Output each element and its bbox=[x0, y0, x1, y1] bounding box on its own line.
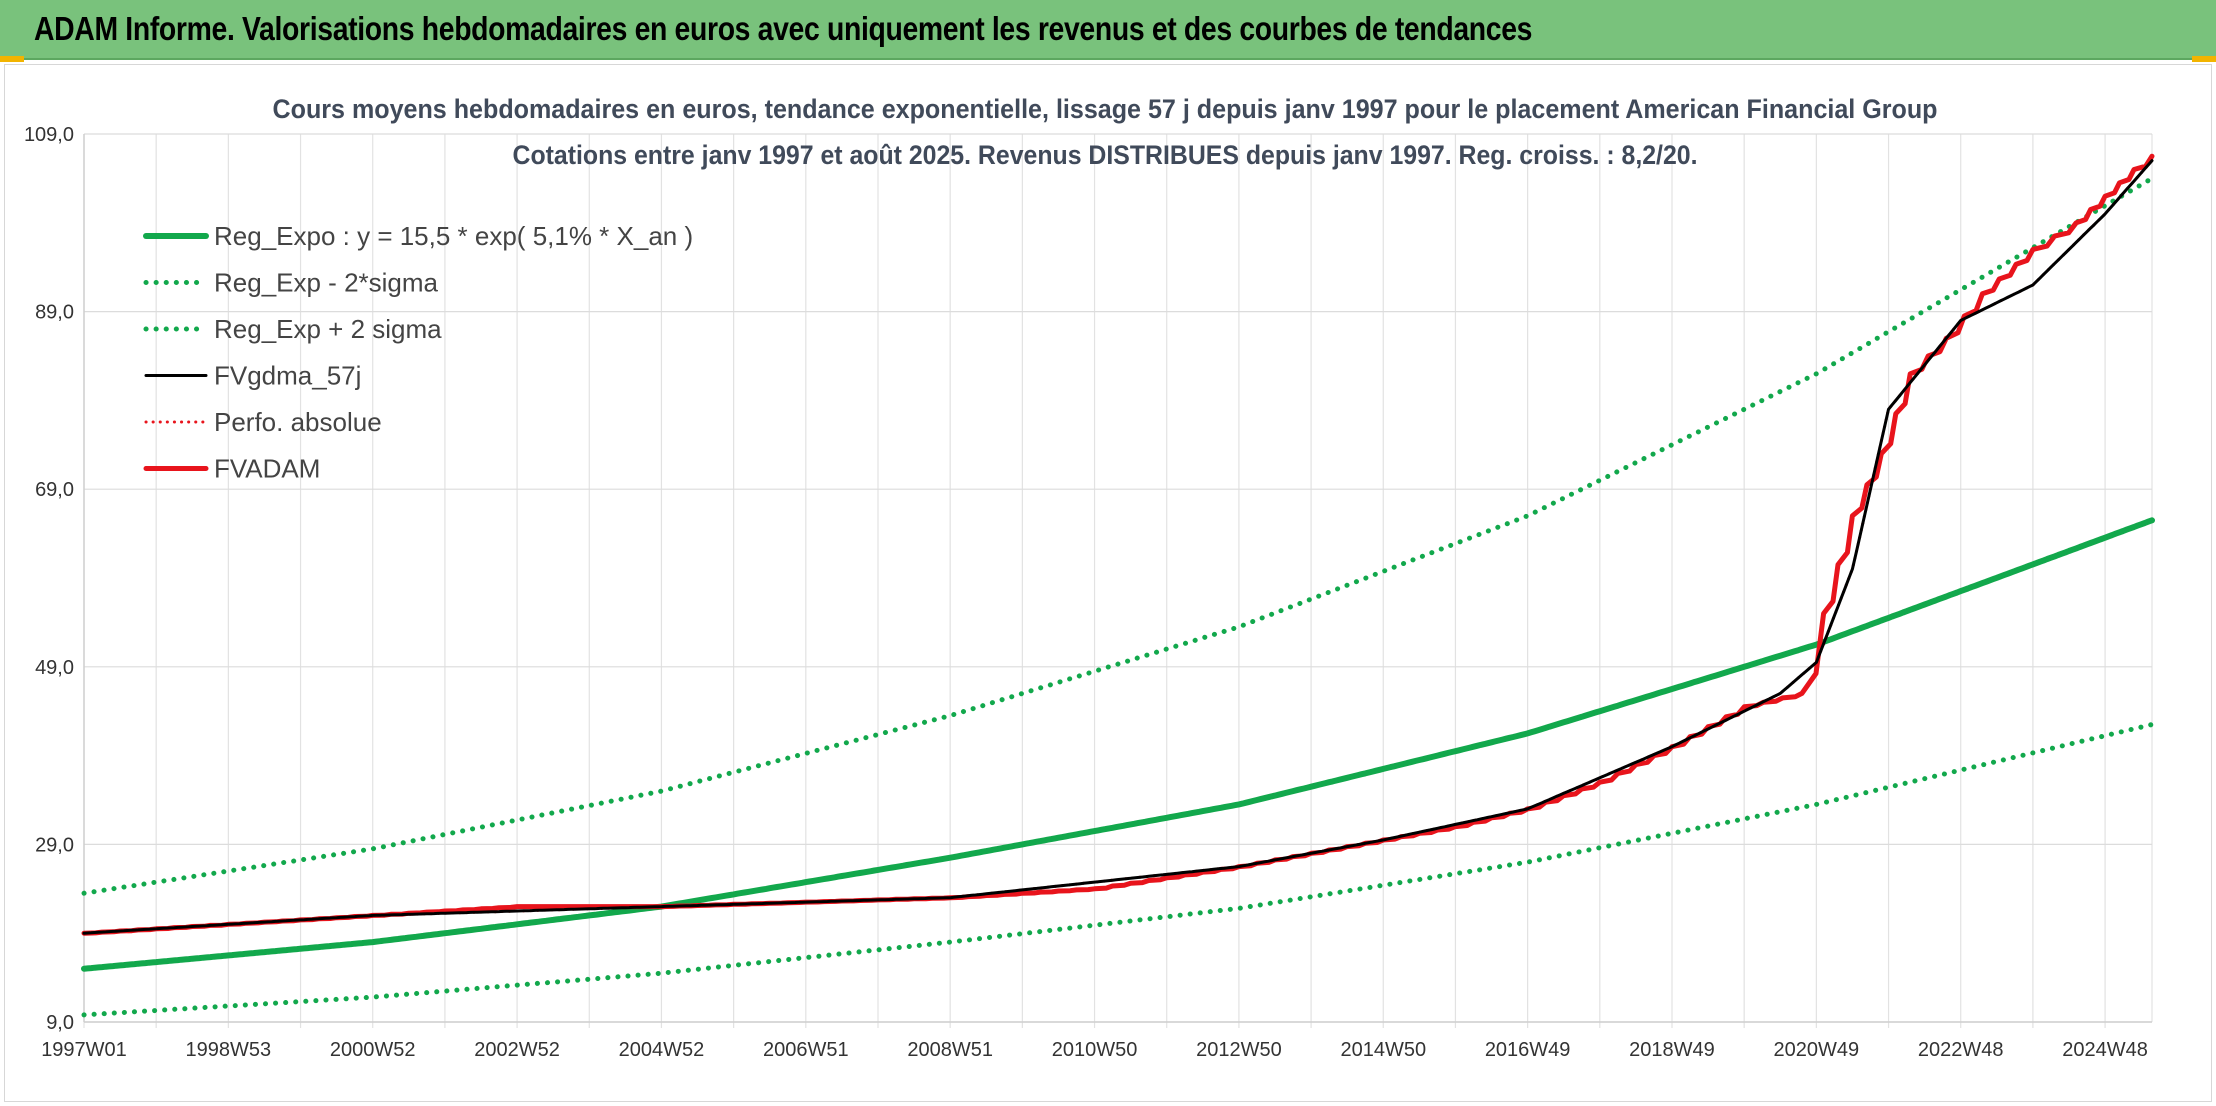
page-title: ADAM Informe. Valorisations hebdomadaire… bbox=[34, 10, 1533, 47]
series-reg-exp-plus-2sigma bbox=[81, 175, 2155, 896]
chart-legend: Reg_Expo : y = 15,5 * exp( 5,1% * X_an )… bbox=[143, 221, 693, 484]
y-tick-label: 69,0 bbox=[35, 479, 74, 501]
x-tick-label: 2012W50 bbox=[1196, 1039, 1282, 1061]
x-tick-label: 2004W52 bbox=[619, 1039, 705, 1061]
x-tick-label: 2000W52 bbox=[330, 1039, 416, 1061]
series-reg-exp-minus-2sigma bbox=[81, 722, 2155, 1018]
x-tick-label: 2024W48 bbox=[2062, 1039, 2148, 1061]
corner-accent-left bbox=[0, 56, 24, 62]
x-tick-label: 2020W49 bbox=[1774, 1039, 1860, 1061]
x-tick-label: 1997W01 bbox=[41, 1039, 127, 1061]
legend-label: FVgdma_57j bbox=[214, 361, 361, 391]
legend-label: FVADAM bbox=[214, 454, 320, 484]
y-tick-label: 9,0 bbox=[46, 1012, 74, 1034]
chart-frame bbox=[4, 64, 2212, 1102]
legend-label: Reg_Exp + 2 sigma bbox=[214, 314, 442, 344]
y-axis-labels: 9,0 29,0 49,0 69,0 89,0 109,0 bbox=[24, 124, 74, 1034]
y-tick-label: 49,0 bbox=[35, 657, 74, 679]
y-tick-label: 109,0 bbox=[24, 124, 74, 146]
x-tick-label: 1998W53 bbox=[186, 1039, 272, 1061]
legend-label: Reg_Expo : y = 15,5 * exp( 5,1% * X_an ) bbox=[214, 221, 693, 251]
series-layer bbox=[81, 153, 2155, 1018]
x-axis-labels: 1997W01 1998W53 2000W52 2002W52 2004W52 2006W… bbox=[41, 1039, 2148, 1061]
series-fvgdma-57j bbox=[82, 159, 2154, 935]
legend-label: Reg_Exp - 2*sigma bbox=[214, 268, 439, 298]
y-tick-label: 29,0 bbox=[35, 834, 74, 856]
x-tick-label: 2006W51 bbox=[763, 1039, 849, 1061]
x-tick-label: 2016W49 bbox=[1485, 1039, 1571, 1061]
series-reg-expo bbox=[81, 517, 2155, 972]
y-tick-label: 89,0 bbox=[35, 302, 74, 324]
series-fvadam bbox=[81, 153, 2155, 936]
chart-title-line-2: Cotations entre janv 1997 et août 2025. … bbox=[513, 140, 1698, 170]
corner-accent-right bbox=[2192, 56, 2216, 62]
chart-grid bbox=[83, 133, 2153, 1028]
x-tick-label: 2018W49 bbox=[1629, 1039, 1715, 1061]
chart-title-line-1: Cours moyens hebdomadaires en euros, ten… bbox=[273, 94, 1938, 124]
x-tick-label: 2008W51 bbox=[907, 1039, 993, 1061]
x-tick-label: 2010W50 bbox=[1052, 1039, 1138, 1061]
legend-label: Perfo. absolue bbox=[214, 407, 382, 437]
x-tick-label: 2022W48 bbox=[1918, 1039, 2004, 1061]
x-tick-label: 2002W52 bbox=[474, 1039, 560, 1061]
x-tick-label: 2014W50 bbox=[1340, 1039, 1426, 1061]
header-bar: ADAM Informe. Valorisations hebdomadaire… bbox=[0, 0, 2216, 60]
